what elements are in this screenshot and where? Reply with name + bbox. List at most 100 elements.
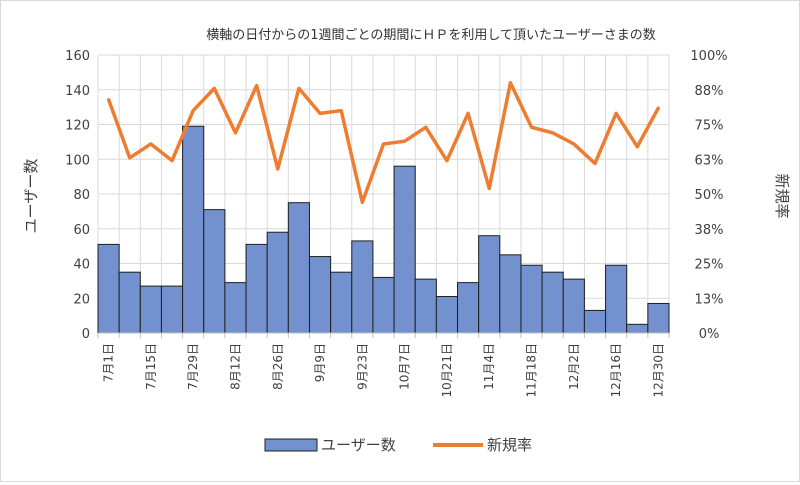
bar	[541, 271, 564, 334]
line-point	[297, 86, 301, 90]
y2-tick-label: 75%	[695, 119, 724, 134]
x-tick-label: 7月29日	[186, 343, 200, 390]
bar	[182, 125, 205, 334]
legend-swatch-users	[264, 438, 318, 452]
bar	[97, 243, 120, 334]
y-tick-label: 120	[65, 119, 90, 134]
x-tick-label: 9月9日	[313, 343, 327, 382]
bar	[118, 271, 141, 334]
bar	[626, 323, 649, 334]
line-point	[149, 142, 153, 146]
line-point	[403, 139, 407, 143]
line-point	[424, 125, 428, 129]
y2-tick-label: 0%	[699, 327, 720, 342]
legend: ユーザー数 新規率	[264, 436, 532, 454]
line-point	[107, 97, 111, 101]
line-point	[191, 109, 195, 113]
bar	[224, 282, 247, 334]
x-tick-label: 7月1日	[102, 343, 116, 382]
line-point	[508, 81, 512, 85]
line-point	[445, 159, 449, 163]
y2-tick-labels: 0% 13% 25% 38% 50% 63% 75% 88% 100%	[690, 49, 727, 342]
bar	[287, 202, 310, 334]
line-point	[255, 84, 259, 88]
x-tick-label: 12月2日	[567, 343, 581, 390]
y2-tick-label: 88%	[695, 84, 724, 99]
bar	[330, 271, 353, 334]
y-axis-label: ユーザー数	[22, 159, 40, 234]
axes	[97, 332, 670, 338]
y-tick-label: 20	[73, 292, 90, 307]
line-point	[551, 131, 555, 135]
y2-tick-label: 38%	[695, 223, 724, 238]
y2-tick-label: 25%	[695, 258, 724, 273]
bars-users	[97, 125, 670, 334]
bar	[499, 254, 522, 334]
y2-tick-label: 13%	[695, 292, 724, 307]
y2-tick-label: 100%	[690, 49, 727, 64]
line-point	[170, 159, 174, 163]
x-tick-label: 7月15日	[144, 343, 158, 390]
line-point	[276, 167, 280, 171]
bar	[393, 165, 416, 334]
bar	[414, 278, 437, 334]
line-point	[614, 111, 618, 115]
line-point	[572, 142, 576, 146]
bar	[203, 209, 226, 334]
x-tick-label: 12月16日	[609, 343, 623, 398]
legend-label-users: ユーザー数	[321, 436, 396, 454]
x-tick-label: 8月12日	[228, 343, 242, 390]
bar	[583, 309, 607, 334]
line-point	[360, 200, 364, 204]
x-tick-label: 12月30日	[651, 343, 665, 398]
bar	[605, 264, 628, 334]
y-tick-label: 80	[73, 188, 90, 203]
bar	[351, 240, 374, 334]
x-tick-label: 9月23日	[355, 343, 369, 390]
bar	[457, 282, 480, 334]
y2-tick-label: 50%	[695, 188, 724, 203]
line-point	[233, 131, 237, 135]
legend-label-new-rate: 新規率	[487, 436, 532, 454]
bar	[139, 285, 162, 334]
y-tick-label: 0	[82, 327, 90, 342]
bar	[160, 285, 184, 334]
chart-title: 横軸の日付からの1週間ごとの期間にＨＰを利用して頂いたユーザーさまの数	[206, 27, 656, 43]
line-point	[635, 145, 639, 149]
line-new-rate	[106, 81, 660, 205]
y-tick-labels: 0 20 40 60 80 100 120 140 160	[65, 49, 90, 342]
x-tick-label: 10月7日	[398, 343, 412, 390]
y-tick-label: 60	[73, 223, 90, 238]
line-point	[382, 142, 385, 146]
line-point	[466, 111, 470, 115]
bar	[647, 302, 670, 334]
bar	[245, 243, 268, 334]
line-point	[593, 161, 597, 165]
bar	[520, 264, 543, 334]
x-tick-labels: 7月1日 7月15日 7月29日 8月12日 8月26日 9月9日 9月23日 10月7日 10…	[102, 343, 666, 398]
line-point	[530, 125, 534, 129]
y2-tick-label: 63%	[695, 153, 724, 168]
x-tick-label: 8月26日	[271, 343, 285, 390]
y-tick-label: 160	[65, 49, 90, 64]
y-tick-label: 100	[65, 153, 90, 168]
line-point	[212, 86, 216, 90]
bar	[562, 278, 585, 334]
x-tick-label: 11月18日	[525, 343, 539, 398]
y-tick-label: 140	[65, 84, 90, 99]
bar	[372, 276, 395, 334]
line-point	[128, 156, 132, 160]
y-tick-label: 40	[73, 258, 90, 273]
bar	[478, 235, 501, 334]
bar	[435, 296, 459, 334]
y2-axis-label: 新規率	[773, 173, 791, 218]
bar	[308, 256, 332, 334]
bar	[266, 231, 289, 334]
x-tick-label: 11月4日	[482, 343, 496, 390]
x-tick-label: 10月21日	[440, 343, 454, 398]
line-point	[339, 109, 343, 113]
line-point	[656, 106, 660, 110]
line-point	[318, 111, 322, 115]
